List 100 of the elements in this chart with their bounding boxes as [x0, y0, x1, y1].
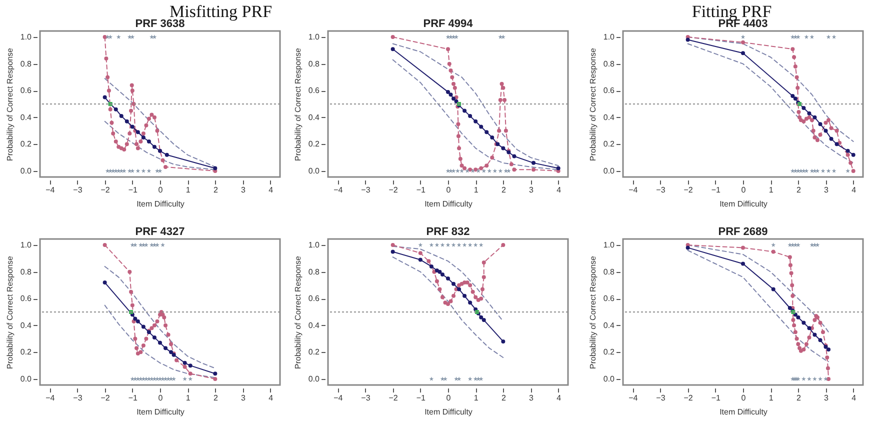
point: [448, 299, 453, 304]
point: [826, 366, 830, 370]
point: [440, 272, 444, 276]
point: [482, 318, 486, 322]
x-tick-label: −1: [128, 394, 138, 402]
point: [741, 246, 745, 250]
x-tick-label: −3: [73, 186, 83, 194]
point: [794, 75, 799, 80]
point: [122, 168, 126, 173]
point: [479, 166, 484, 170]
point: [426, 259, 431, 264]
point: [501, 146, 506, 150]
x-tick-label: 3: [529, 394, 534, 402]
y-tick-label: 1.0: [20, 32, 32, 42]
point: [102, 35, 107, 40]
y-axis-title: Probability of Correct Response: [588, 47, 598, 161]
point: [812, 376, 817, 381]
x-tick-label: 0: [446, 186, 452, 194]
point: [440, 295, 444, 300]
point: [824, 128, 828, 133]
point: [122, 148, 126, 152]
point: [794, 336, 799, 341]
x-tick-label: 1: [768, 186, 774, 194]
point: [438, 287, 442, 292]
point: [790, 47, 795, 52]
point: [119, 114, 124, 118]
point: [150, 326, 154, 330]
point: [169, 342, 174, 346]
point: [792, 55, 796, 60]
y-axis-title: Probability of Correct Response: [588, 255, 598, 369]
point: [502, 98, 507, 102]
y-tick-label: 0.8: [603, 267, 616, 276]
point: [434, 279, 439, 284]
point: [815, 168, 820, 173]
point: [824, 120, 828, 125]
point: [741, 262, 745, 266]
point: [482, 275, 486, 280]
point: [474, 295, 478, 300]
point: [796, 342, 800, 346]
x-tick-label: −4: [46, 186, 56, 194]
point: [741, 51, 745, 56]
point: [821, 330, 825, 334]
point: [160, 158, 165, 162]
y-tick-label: 0.0: [308, 374, 320, 384]
point: [446, 302, 450, 306]
point: [106, 75, 110, 80]
point: [473, 242, 478, 247]
point: [851, 152, 856, 157]
point: [468, 283, 472, 288]
point: [826, 118, 831, 122]
x-tick-label: −2: [100, 186, 110, 194]
point: [150, 112, 154, 117]
point: [129, 290, 134, 294]
point: [164, 323, 168, 328]
point: [832, 168, 836, 173]
y-tick-label: 1.0: [308, 240, 320, 250]
point: [462, 108, 467, 113]
point: [146, 168, 152, 173]
point: [460, 164, 464, 168]
point: [144, 123, 148, 128]
y-axis-title: Probability of Correct Response: [5, 255, 14, 369]
point: [429, 264, 434, 268]
x-tick-label: 0: [741, 186, 746, 194]
point: [818, 376, 822, 381]
point: [470, 290, 475, 294]
point: [130, 83, 134, 88]
y-tick-label: 0.6: [308, 294, 320, 304]
point: [174, 358, 179, 362]
x-tick-label: 0: [158, 394, 164, 402]
point: [429, 376, 434, 381]
x-tick-label: 2: [796, 394, 802, 402]
point: [124, 119, 129, 124]
point: [172, 376, 176, 381]
x-axis-title: Item Difficulty: [720, 408, 768, 416]
x-tick-label: −3: [361, 394, 371, 402]
point: [452, 86, 457, 90]
point: [793, 330, 798, 334]
point: [834, 142, 839, 146]
x-tick-label: 1: [474, 394, 479, 402]
point: [791, 318, 796, 322]
y-tick-label: 1.0: [603, 240, 616, 250]
point: [443, 376, 448, 381]
x-tick-label: 1: [768, 394, 774, 402]
point: [480, 287, 484, 292]
x-tick-label: 2: [796, 186, 802, 194]
point: [152, 144, 156, 149]
x-axis-title: Item Difficulty: [424, 408, 472, 416]
x-tick-label: 3: [241, 394, 246, 402]
point: [158, 340, 162, 345]
y-axis-title: Probability of Correct Response: [293, 255, 302, 369]
point: [146, 140, 151, 144]
point: [155, 319, 160, 324]
y-tick-label: 0.6: [603, 294, 616, 304]
x-tick-label: −2: [684, 186, 694, 194]
y-tick-label: 0.4: [20, 320, 32, 330]
point: [741, 40, 745, 44]
point: [802, 348, 806, 352]
point: [136, 146, 140, 150]
point: [102, 95, 107, 100]
point: [136, 168, 140, 173]
